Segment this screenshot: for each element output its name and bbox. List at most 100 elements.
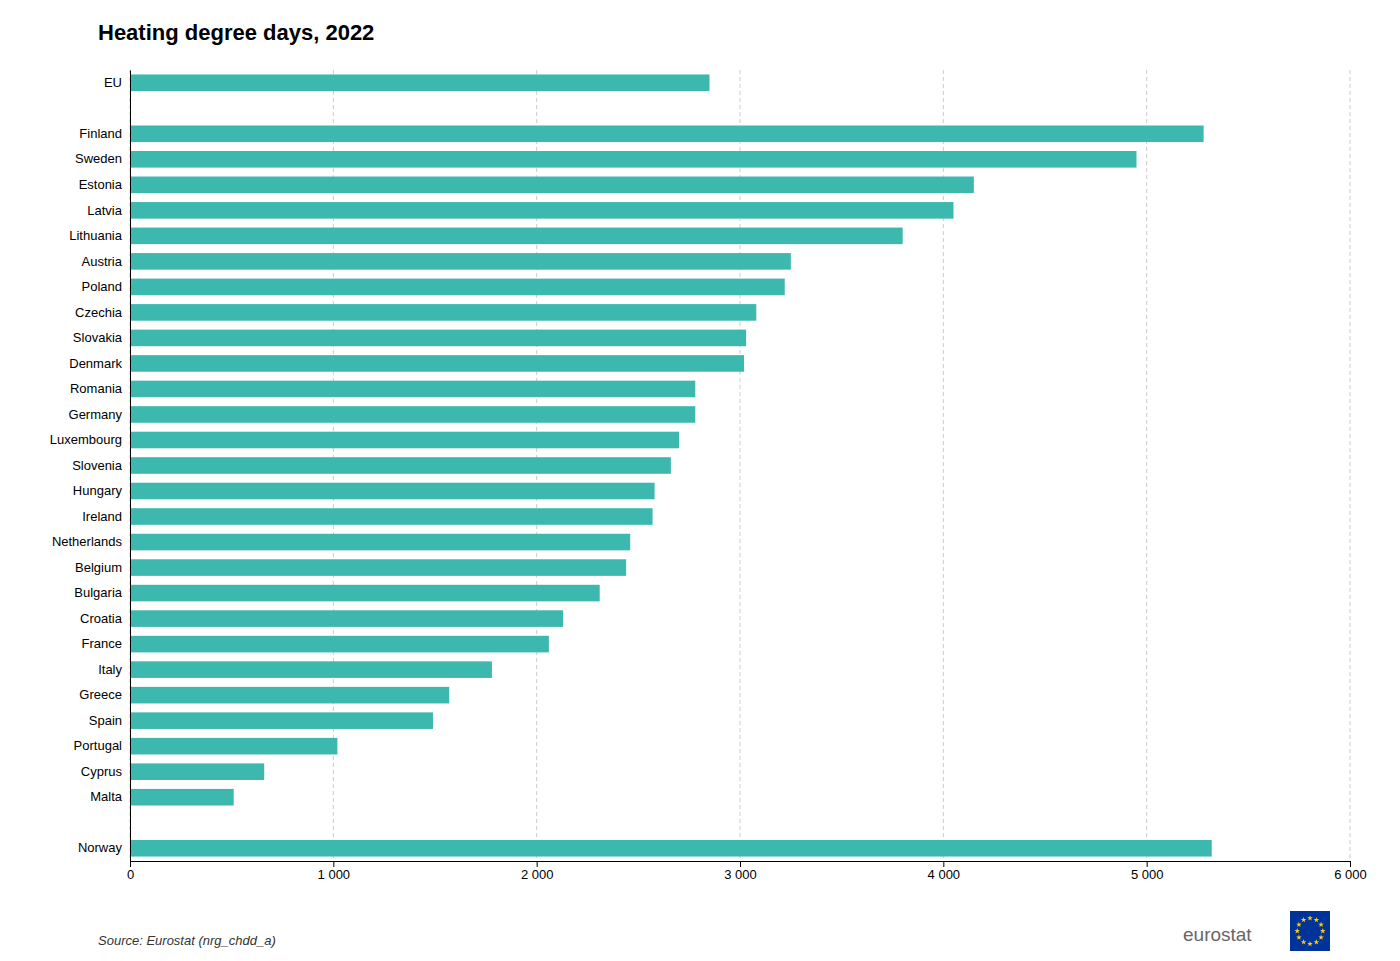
tick: Malta — [90, 789, 130, 804]
tick: Sweden — [75, 151, 130, 166]
tick-label: Slovakia — [73, 330, 123, 345]
tick: 5 000 — [1131, 861, 1164, 882]
tick-label: Denmark — [69, 356, 122, 371]
axis-line — [130, 71, 131, 862]
tick: 1 000 — [318, 861, 351, 882]
logo-star — [1301, 917, 1307, 922]
tick-label: 0 — [127, 867, 134, 882]
axis-line — [131, 862, 1351, 868]
tick-label: EU — [104, 75, 122, 90]
bar — [130, 712, 433, 729]
logo-star — [1294, 928, 1300, 933]
bar — [130, 457, 671, 474]
tick: Bulgaria — [74, 585, 130, 600]
bar — [130, 840, 1212, 857]
tick-label: 6 000 — [1334, 867, 1367, 882]
tick-mark — [333, 861, 334, 867]
bar — [130, 202, 954, 219]
tick-label: 4 000 — [928, 867, 961, 882]
title: Heating degree days, 2022 — [98, 20, 374, 45]
tick-label: Malta — [90, 789, 123, 804]
tick-label: 2 000 — [521, 867, 554, 882]
tick: Poland — [82, 279, 130, 294]
tick-mark — [1147, 861, 1148, 867]
logo-star — [1314, 917, 1320, 922]
tick: 0 — [127, 861, 134, 882]
bar — [130, 74, 710, 91]
tick-label: Germany — [69, 407, 123, 422]
tick: Belgium — [75, 560, 130, 575]
bar — [130, 534, 630, 551]
tick-label: Czechia — [75, 305, 123, 320]
tick: Hungary — [73, 483, 130, 498]
logo-star — [1314, 939, 1320, 944]
bars — [130, 74, 1212, 856]
tick: Croatia — [80, 611, 130, 626]
bar — [130, 738, 337, 755]
bar — [130, 687, 449, 704]
tick: 3 000 — [724, 861, 757, 882]
tick: 2 000 — [521, 861, 554, 882]
bar — [130, 304, 756, 321]
tick-label: Finland — [79, 126, 122, 141]
tick: Portugal — [74, 738, 130, 753]
tick-label: Bulgaria — [74, 585, 122, 600]
tick: Slovakia — [73, 330, 130, 345]
logo-star — [1307, 941, 1313, 946]
tick-label: Hungary — [73, 483, 123, 498]
bar — [130, 406, 695, 423]
logo-star — [1318, 922, 1324, 927]
bar — [130, 661, 492, 678]
bar — [130, 610, 563, 627]
logo-star — [1296, 922, 1302, 927]
tick: 6 000 — [1334, 861, 1367, 882]
tick: Greece — [79, 687, 130, 702]
tick: Czechia — [75, 305, 130, 320]
tick-mark — [740, 861, 741, 867]
bar — [130, 508, 653, 525]
tick: Slovenia — [72, 458, 130, 473]
bar — [130, 253, 791, 270]
tick: Finland — [79, 126, 130, 141]
grid-line — [130, 70, 131, 861]
tick-label: Romania — [70, 381, 123, 396]
logo-star — [1318, 934, 1324, 939]
tick-label: Netherlands — [52, 534, 123, 549]
tick: Spain — [89, 713, 130, 728]
tick: Norway — [78, 840, 130, 855]
y-axis: EU Finland Sweden Estonia Latvia Lithuania Aus… — [50, 71, 131, 862]
tick-label: Italy — [98, 662, 122, 677]
tick-label: Poland — [82, 279, 122, 294]
logo-star — [1301, 939, 1307, 944]
bar — [130, 381, 695, 398]
tick-mark — [130, 861, 131, 867]
tick-label: Lithuania — [69, 228, 123, 243]
bar — [130, 355, 744, 372]
tick-label: Portugal — [74, 738, 123, 753]
tick: Italy — [98, 662, 130, 677]
grid-line — [1146, 70, 1147, 861]
bar — [130, 228, 903, 245]
tick: Austria — [82, 254, 130, 269]
tick-label: France — [82, 636, 122, 651]
bar — [130, 125, 1204, 142]
tick: Estonia — [79, 177, 130, 192]
tick-label: Latvia — [87, 202, 122, 217]
logo-star — [1307, 915, 1313, 920]
x-axis: 0 1 000 2 000 3 000 4 000 5 000 6 000 — [127, 861, 1367, 882]
tick-label: Spain — [89, 713, 122, 728]
bar — [130, 636, 549, 653]
tick-label: Sweden — [75, 151, 122, 166]
tick-mark — [943, 861, 944, 867]
tick: Luxembourg — [50, 432, 130, 447]
logo-star — [1320, 928, 1326, 933]
tick: Lithuania — [69, 228, 130, 243]
chart: Heating degree days, 2022 0 1 000 2 000 3 00… — [0, 0, 1400, 961]
tick: Cyprus — [81, 764, 130, 779]
bar — [130, 763, 264, 780]
tick-label: Norway — [78, 840, 123, 855]
tick: Romania — [70, 381, 130, 396]
tick-label: Ireland — [82, 509, 122, 524]
bar — [130, 585, 600, 602]
tick-label: Luxembourg — [50, 432, 122, 447]
